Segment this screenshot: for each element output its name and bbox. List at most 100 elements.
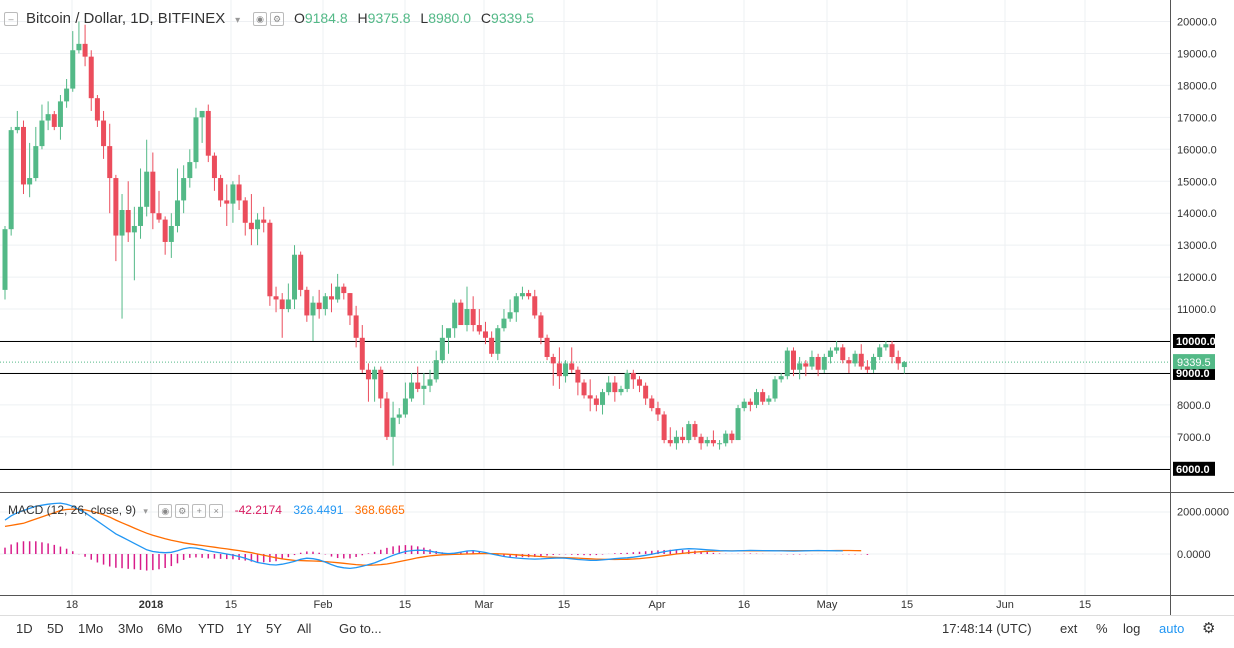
collapse-icon[interactable]: –: [4, 12, 18, 27]
candle[interactable]: [359, 325, 365, 373]
candle[interactable]: [285, 283, 291, 313]
candle[interactable]: [150, 152, 156, 230]
candle[interactable]: [655, 401, 661, 421]
plus-icon[interactable]: +: [192, 503, 207, 518]
candle[interactable]: [57, 94, 63, 140]
chevron-down-icon[interactable]: ▾: [143, 506, 148, 516]
candle[interactable]: [273, 286, 279, 313]
eye-icon[interactable]: ◉: [158, 503, 173, 518]
range-1mo[interactable]: 1Mo: [78, 621, 104, 636]
candle[interactable]: [821, 353, 827, 373]
candle[interactable]: [618, 385, 624, 396]
candle[interactable]: [181, 165, 187, 214]
candle[interactable]: [840, 344, 846, 364]
candle[interactable]: [230, 181, 236, 223]
candle[interactable]: [365, 363, 371, 402]
candle[interactable]: [199, 110, 205, 143]
candle[interactable]: [372, 366, 378, 402]
candle[interactable]: [316, 289, 322, 319]
settings-icon[interactable]: ⚙: [175, 503, 190, 518]
log-toggle[interactable]: log: [1123, 621, 1141, 636]
candle[interactable]: [501, 309, 507, 332]
candle[interactable]: [298, 251, 304, 297]
candle[interactable]: [519, 286, 525, 300]
candle[interactable]: [569, 347, 575, 373]
candle[interactable]: [563, 360, 569, 383]
goto-button[interactable]: Go to...: [339, 621, 382, 636]
candle[interactable]: [723, 430, 729, 447]
candle[interactable]: [581, 379, 587, 399]
ext-toggle[interactable]: ext: [1060, 621, 1078, 636]
candle[interactable]: [864, 360, 870, 373]
candle[interactable]: [538, 312, 544, 345]
candle[interactable]: [827, 347, 833, 364]
candle[interactable]: [390, 401, 396, 466]
candle[interactable]: [526, 289, 532, 300]
candle[interactable]: [834, 341, 840, 354]
candle[interactable]: [421, 372, 427, 405]
candle[interactable]: [187, 149, 193, 188]
candle[interactable]: [895, 350, 901, 370]
candle[interactable]: [353, 305, 359, 348]
candle[interactable]: [470, 296, 476, 332]
candle[interactable]: [735, 404, 741, 441]
candle[interactable]: [20, 120, 26, 195]
candle[interactable]: [754, 388, 760, 409]
candle[interactable]: [51, 110, 57, 131]
candle[interactable]: [113, 174, 119, 262]
candle[interactable]: [482, 321, 488, 345]
candle[interactable]: [174, 168, 180, 233]
candle[interactable]: [587, 379, 593, 412]
candle[interactable]: [402, 382, 408, 418]
candle[interactable]: [304, 286, 310, 322]
candle[interactable]: [131, 206, 137, 281]
close-icon[interactable]: ×: [209, 503, 224, 518]
candle[interactable]: [741, 398, 747, 412]
candle[interactable]: [458, 299, 464, 326]
range-6mo[interactable]: 6Mo: [157, 621, 183, 636]
candle[interactable]: [495, 325, 501, 361]
candle[interactable]: [809, 350, 815, 370]
candle[interactable]: [815, 353, 821, 377]
candle[interactable]: [347, 293, 353, 326]
candle[interactable]: [871, 353, 877, 373]
range-ytd[interactable]: YTD: [198, 621, 224, 636]
candle[interactable]: [94, 94, 100, 127]
candle[interactable]: [889, 341, 895, 364]
candle[interactable]: [427, 369, 433, 393]
candle[interactable]: [328, 283, 334, 313]
candle[interactable]: [877, 344, 883, 361]
candle[interactable]: [88, 50, 94, 111]
candle[interactable]: [310, 296, 316, 341]
candle[interactable]: [218, 174, 224, 207]
candle[interactable]: [64, 79, 70, 108]
range-5y[interactable]: 5Y: [266, 621, 282, 636]
candle[interactable]: [649, 395, 655, 412]
candle[interactable]: [673, 430, 679, 450]
candle[interactable]: [446, 328, 452, 354]
candle[interactable]: [686, 420, 692, 444]
candle[interactable]: [846, 356, 852, 373]
candle[interactable]: [76, 21, 82, 54]
candle[interactable]: [322, 293, 328, 316]
candle[interactable]: [70, 31, 76, 92]
candle[interactable]: [476, 309, 482, 335]
candle[interactable]: [600, 388, 606, 415]
candle[interactable]: [341, 283, 347, 300]
candle[interactable]: [901, 360, 907, 374]
candle[interactable]: [433, 350, 439, 383]
candle[interactable]: [760, 388, 766, 405]
candle[interactable]: [248, 194, 254, 246]
settings-icon[interactable]: ⚙: [270, 12, 285, 27]
range-1d[interactable]: 1D: [16, 621, 33, 636]
candle[interactable]: [883, 341, 889, 351]
candle[interactable]: [82, 24, 88, 67]
candle[interactable]: [378, 366, 384, 409]
candle[interactable]: [513, 293, 519, 322]
candle[interactable]: [193, 107, 199, 169]
candle[interactable]: [156, 190, 162, 223]
candle[interactable]: [384, 392, 390, 441]
gear-icon[interactable]: ⚙: [1202, 620, 1216, 637]
candle[interactable]: [205, 104, 211, 163]
candle[interactable]: [2, 225, 8, 300]
